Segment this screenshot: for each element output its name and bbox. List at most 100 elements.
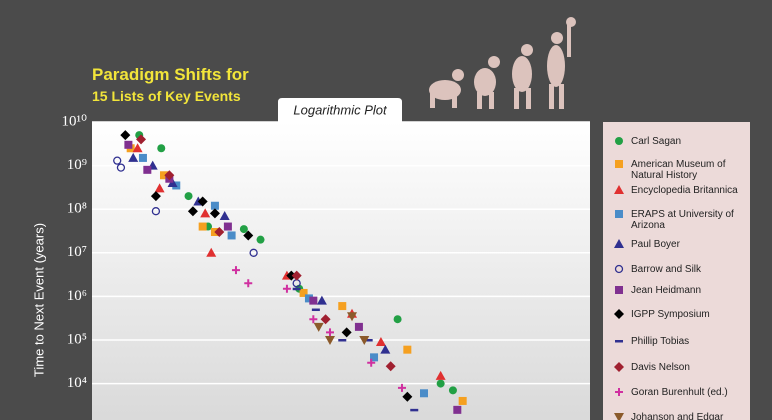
point (453, 405, 462, 414)
series (113, 156, 301, 288)
series (231, 266, 406, 392)
legend: Carl Sagan American Museum of Natural His… (603, 122, 750, 420)
legend-label: Paul Boyer (631, 239, 680, 250)
legend-label: IGPP Symposium (631, 309, 710, 320)
point (132, 143, 143, 153)
point (249, 248, 258, 257)
point (614, 185, 624, 194)
point (615, 137, 623, 145)
point (164, 170, 175, 181)
y-tick-label: 10⁶ (67, 288, 87, 304)
point (354, 322, 363, 331)
point (325, 328, 334, 337)
point (214, 226, 225, 237)
annotation: Logarithmic Plot (293, 102, 388, 117)
y-tick-label: 10⁸ (67, 201, 87, 217)
y-tick-label: 10⁷ (67, 244, 87, 260)
point (313, 322, 324, 332)
point (197, 196, 208, 207)
point (116, 163, 126, 172)
point (448, 386, 457, 395)
point (393, 315, 402, 324)
evolution-figures (429, 17, 576, 109)
point (316, 295, 327, 305)
point (615, 160, 623, 168)
legend-label: ERAPS at University of Arizona (631, 209, 734, 231)
point (615, 210, 623, 218)
point (159, 171, 168, 180)
y-tick-label: 10³ (68, 419, 88, 420)
point (150, 191, 161, 202)
point (367, 358, 376, 367)
y-tick-label: 10⁹ (67, 157, 87, 173)
point (120, 130, 131, 141)
point (210, 201, 219, 210)
point (187, 206, 198, 217)
legend-marker (615, 340, 623, 343)
legend-marker (615, 137, 623, 145)
point (292, 287, 301, 291)
point (311, 308, 320, 312)
series (313, 312, 370, 345)
annotation-tab (278, 98, 402, 122)
point (458, 396, 467, 405)
point (244, 279, 253, 288)
point (338, 339, 347, 342)
legend-marker (614, 362, 624, 372)
point (219, 210, 230, 220)
point (227, 231, 236, 240)
point (286, 270, 297, 281)
point (309, 296, 318, 305)
point (209, 208, 220, 219)
point (410, 408, 419, 412)
point (341, 327, 352, 338)
point (243, 230, 254, 241)
y-axis-label: Time to Next Event (years) (31, 223, 46, 377)
point (347, 312, 358, 322)
point (435, 370, 446, 380)
point (614, 264, 624, 274)
legend-label: Davis Nelson (631, 362, 690, 373)
plot-area (92, 122, 590, 420)
point (136, 134, 147, 145)
point (364, 339, 373, 342)
point (615, 388, 623, 396)
point (614, 239, 624, 248)
legend-label: Barrow and Silk (631, 264, 702, 275)
legend-label: Jean Heidmann (631, 285, 702, 296)
point (206, 247, 217, 257)
point (239, 225, 248, 234)
series (136, 134, 396, 372)
point (184, 192, 193, 201)
point (309, 315, 318, 324)
point (614, 309, 624, 319)
point (124, 140, 133, 149)
legend-label: American Museum of Natural History (631, 159, 726, 181)
y-tick-label: 10¹⁰ (61, 113, 87, 129)
point (231, 266, 240, 275)
legend-marker (615, 388, 623, 396)
legend-marker (614, 413, 624, 420)
point (402, 391, 413, 402)
legend-label: Goran Burenhult (ed.) (631, 387, 728, 398)
point (615, 340, 623, 343)
point (138, 153, 147, 162)
point (397, 383, 406, 392)
point (223, 222, 232, 231)
point (436, 379, 445, 388)
legend-marker (614, 264, 624, 274)
point (324, 336, 335, 345)
series (120, 130, 413, 402)
point (304, 294, 313, 303)
point (113, 156, 122, 165)
point (375, 336, 386, 346)
point (359, 336, 370, 345)
point (380, 344, 391, 354)
legend-marker (615, 286, 623, 294)
legend-marker (615, 210, 623, 218)
chart-title: Paradigm Shifts for (92, 65, 249, 84)
point (200, 208, 211, 218)
point (198, 222, 207, 231)
point (615, 286, 623, 294)
